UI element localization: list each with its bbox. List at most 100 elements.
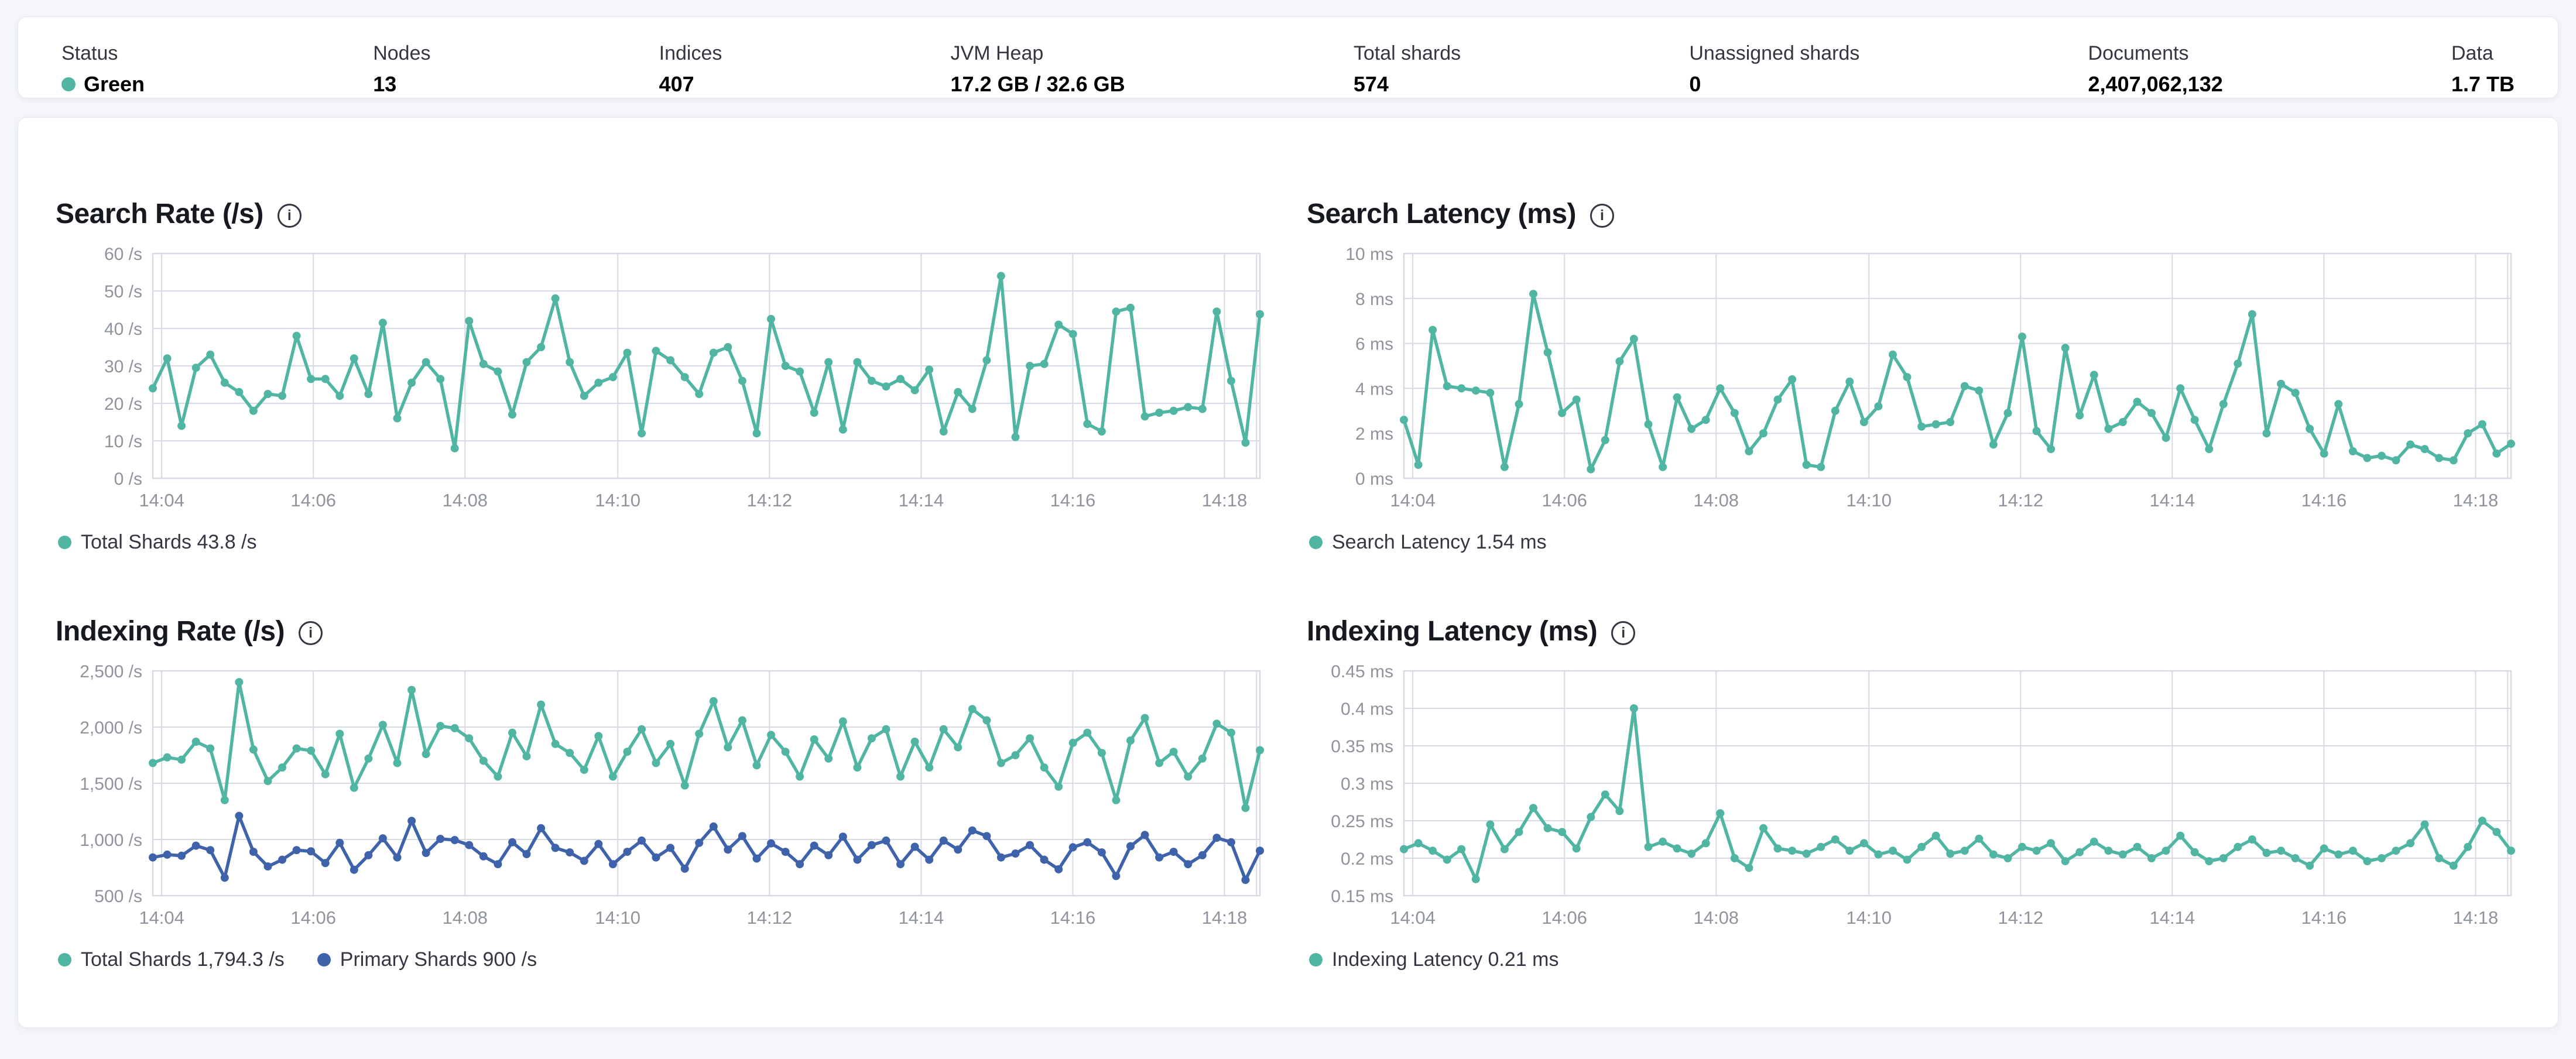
svg-text:14:14: 14:14 — [899, 490, 944, 510]
svg-text:50 /s: 50 /s — [104, 282, 142, 301]
stat-value: 1.7 TB — [2451, 72, 2515, 96]
svg-text:2,000 /s: 2,000 /s — [80, 718, 142, 738]
indexing-rate-svg: 500 /s 1,000 /s 1,500 /s 2,000 /s 2,500 /s 14… — [80, 664, 1264, 928]
svg-text:14:10: 14:10 — [1846, 907, 1892, 928]
legend-dot-icon — [58, 953, 71, 967]
search-latency-chart[interactable]: 0 ms 2 ms 4 ms 6 ms 8 ms 10 ms 14:04 14:06 14:08… — [1304, 246, 2519, 517]
svg-text:14:16: 14:16 — [2301, 907, 2347, 928]
chart-search-rate: Search Rate (/s) i 0 /s 10 /s 20 /s 30 /s 40… — [53, 197, 1272, 554]
legend-label: Total Shards 1,794.3 /s — [81, 948, 285, 971]
stat-unassigned-shards: Unassigned shards 0 — [1689, 42, 1859, 98]
svg-text:6 ms: 6 ms — [1355, 335, 1393, 354]
info-circle-icon[interactable]: i — [277, 203, 302, 228]
svg-text:2 ms: 2 ms — [1355, 424, 1393, 444]
legend-item[interactable]: Search Latency 1.54 ms — [1309, 531, 1547, 554]
indexing-rate-chart[interactable]: 500 /s 1,000 /s 1,500 /s 2,000 /s 2,500 /s 14… — [53, 664, 1268, 934]
svg-text:8 ms: 8 ms — [1355, 290, 1393, 309]
svg-text:14:04: 14:04 — [139, 907, 184, 928]
search-rate-chart[interactable]: 0 /s 10 /s 20 /s 30 /s 40 /s 50 /s 60 /s 14:04 1… — [53, 246, 1268, 517]
svg-text:2,500 /s: 2,500 /s — [80, 664, 142, 681]
stat-value: 0 — [1689, 72, 1701, 96]
info-circle-icon[interactable]: i — [1611, 621, 1636, 645]
legend-dot-icon — [1309, 953, 1323, 967]
svg-text:14:04: 14:04 — [1390, 907, 1436, 928]
stat-label: Status — [61, 42, 118, 64]
legend-label: Search Latency 1.54 ms — [1332, 531, 1547, 553]
svg-text:14:18: 14:18 — [2453, 490, 2499, 510]
stat-label: JVM Heap — [950, 42, 1044, 64]
stat-value: Green — [61, 72, 145, 97]
stat-value: 574 — [1353, 72, 1389, 96]
stat-label: Documents — [2088, 42, 2189, 64]
svg-text:14:08: 14:08 — [1693, 490, 1739, 510]
svg-text:14:10: 14:10 — [595, 907, 640, 928]
svg-text:1,500 /s: 1,500 /s — [80, 774, 142, 794]
search-rate-legend: Total Shards 43.8 /s — [53, 531, 1272, 554]
svg-text:20 /s: 20 /s — [104, 395, 142, 414]
svg-text:14:12: 14:12 — [746, 490, 792, 510]
svg-text:14:12: 14:12 — [1998, 490, 2043, 510]
indexing-latency-legend: Indexing Latency 0.21 ms — [1304, 948, 2523, 971]
indexing-latency-chart[interactable]: 0.15 ms 0.2 ms 0.25 ms 0.3 ms 0.35 ms 0.4 ms 0… — [1304, 664, 2519, 934]
stat-value: 17.2 GB / 32.6 GB — [950, 72, 1125, 96]
stat-documents: Documents 2,407,062,132 — [2088, 42, 2223, 98]
svg-text:14:10: 14:10 — [595, 490, 640, 510]
legend-item[interactable]: Total Shards 43.8 /s — [58, 531, 257, 554]
svg-text:14:06: 14:06 — [1542, 490, 1587, 510]
svg-text:14:08: 14:08 — [442, 907, 488, 928]
stat-jvm-heap: JVM Heap 17.2 GB / 32.6 GB — [951, 42, 1125, 98]
svg-text:14:14: 14:14 — [2150, 907, 2195, 928]
svg-text:0.2 ms: 0.2 ms — [1341, 849, 1393, 869]
chart-header: Search Latency (ms) i — [1307, 197, 2523, 231]
indexing-latency-svg: 0.15 ms 0.2 ms 0.25 ms 0.3 ms 0.35 ms 0.4 ms 0… — [1331, 664, 2515, 928]
chart-title: Indexing Latency (ms) — [1307, 616, 1598, 647]
svg-text:14:06: 14:06 — [1542, 907, 1587, 928]
search-latency-svg: 0 ms 2 ms 4 ms 6 ms 8 ms 10 ms 14:04 14:06 14:08… — [1345, 246, 2515, 510]
charts-grid: Search Rate (/s) i 0 /s 10 /s 20 /s 30 /s 40… — [53, 197, 2523, 971]
chart-search-latency: Search Latency (ms) i 0 ms 2 ms 4 ms 6 ms 8 … — [1304, 197, 2523, 554]
svg-text:0.45 ms: 0.45 ms — [1331, 664, 1393, 681]
svg-text:1,000 /s: 1,000 /s — [80, 831, 142, 850]
svg-text:60 /s: 60 /s — [104, 246, 142, 264]
chart-header: Indexing Latency (ms) i — [1307, 615, 2523, 649]
svg-text:0.3 ms: 0.3 ms — [1341, 774, 1393, 794]
svg-text:14:04: 14:04 — [139, 490, 184, 510]
legend-item[interactable]: Indexing Latency 0.21 ms — [1309, 948, 1558, 971]
legend-label: Primary Shards 900 /s — [340, 948, 537, 971]
svg-text:14:08: 14:08 — [1693, 907, 1739, 928]
cluster-stats-bar: Status Green Nodes 13 Indices 407 JVM He… — [18, 16, 2558, 98]
legend-label: Indexing Latency 0.21 ms — [1332, 948, 1559, 971]
page: Status Green Nodes 13 Indices 407 JVM He… — [0, 16, 2576, 1028]
svg-text:14:10: 14:10 — [1846, 490, 1892, 510]
info-circle-icon[interactable]: i — [299, 621, 323, 645]
svg-text:14:16: 14:16 — [1050, 490, 1096, 510]
svg-text:14:14: 14:14 — [899, 907, 944, 928]
svg-text:14:18: 14:18 — [1202, 490, 1248, 510]
chart-title: Search Latency (ms) — [1307, 198, 1577, 229]
svg-text:30 /s: 30 /s — [104, 357, 142, 376]
legend-label: Total Shards 43.8 /s — [81, 531, 257, 553]
svg-text:14:04: 14:04 — [1390, 490, 1436, 510]
svg-text:14:16: 14:16 — [2301, 490, 2347, 510]
svg-text:14:06: 14:06 — [290, 907, 336, 928]
search-rate-svg: 0 /s 10 /s 20 /s 30 /s 40 /s 50 /s 60 /s 14:04 1… — [104, 246, 1264, 510]
chart-indexing-rate: Indexing Rate (/s) i 500 /s 1,000 /s 1,500… — [53, 615, 1272, 971]
svg-text:14:16: 14:16 — [1050, 907, 1096, 928]
legend-item[interactable]: Total Shards 1,794.3 /s — [58, 948, 285, 971]
stat-nodes: Nodes 13 — [373, 42, 430, 98]
svg-text:0.35 ms: 0.35 ms — [1331, 737, 1393, 756]
chart-title: Indexing Rate (/s) — [56, 616, 285, 647]
legend-dot-icon — [1309, 536, 1323, 549]
svg-text:14:18: 14:18 — [1202, 907, 1248, 928]
stat-data: Data 1.7 TB — [2451, 42, 2515, 98]
svg-text:4 ms: 4 ms — [1355, 379, 1393, 399]
legend-item[interactable]: Primary Shards 900 /s — [317, 948, 537, 971]
info-circle-icon[interactable]: i — [1590, 203, 1615, 228]
chart-header: Indexing Rate (/s) i — [56, 615, 1272, 649]
chart-header: Search Rate (/s) i — [56, 197, 1272, 231]
stat-value: 407 — [659, 72, 694, 96]
stat-label: Nodes — [373, 42, 431, 64]
svg-text:0 /s: 0 /s — [114, 469, 142, 489]
svg-text:14:06: 14:06 — [290, 490, 336, 510]
stat-value: 13 — [373, 72, 397, 96]
